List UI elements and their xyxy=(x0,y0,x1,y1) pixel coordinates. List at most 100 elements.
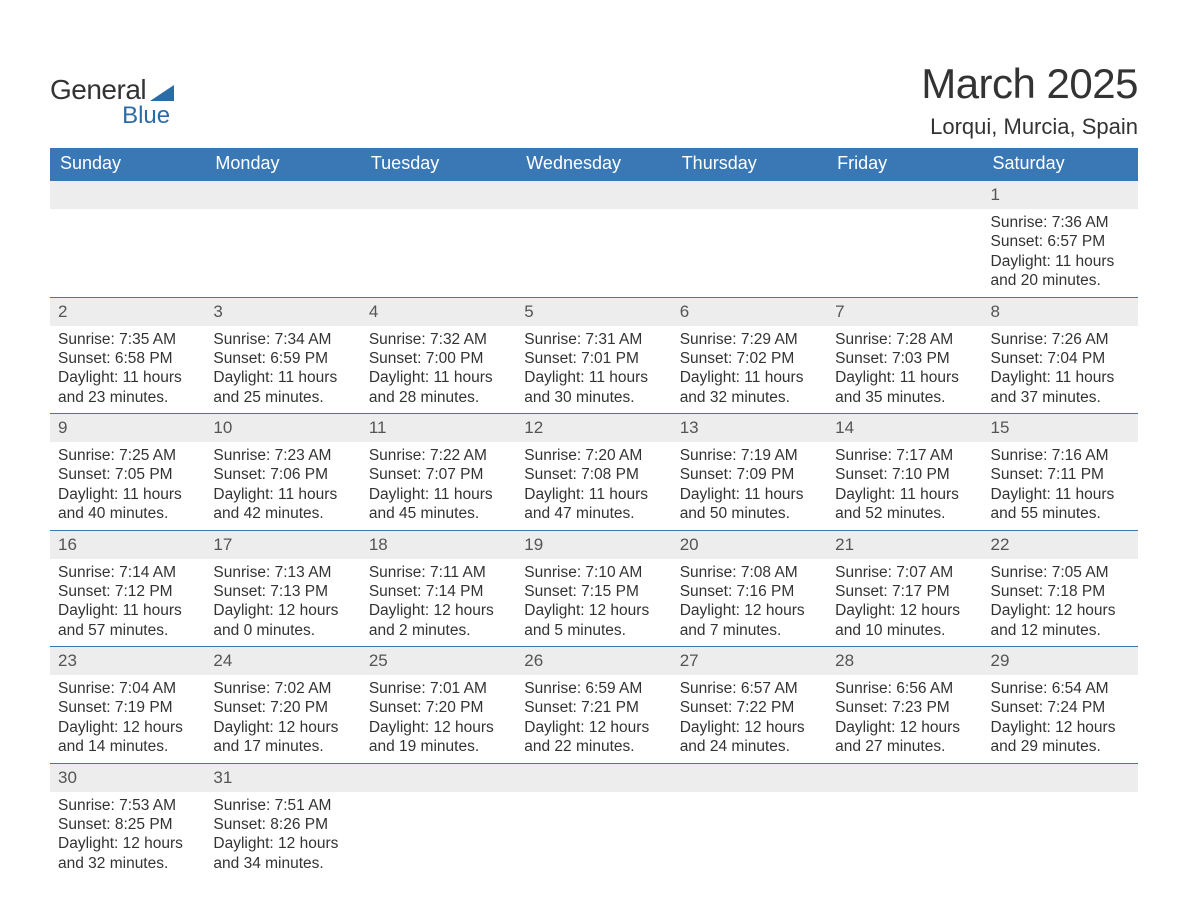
day-number-cell: 29 xyxy=(983,647,1138,676)
col-sunday: Sunday xyxy=(50,148,205,181)
day-details-cell: Sunrise: 7:01 AMSunset: 7:20 PMDaylight:… xyxy=(361,675,516,763)
day-daylight1: Daylight: 11 hours xyxy=(58,368,197,387)
day-sunset: Sunset: 7:01 PM xyxy=(524,349,663,368)
day-number: 17 xyxy=(213,535,232,554)
day-details-cell: Sunrise: 7:35 AMSunset: 6:58 PMDaylight:… xyxy=(50,326,205,414)
day-daylight2: and 50 minutes. xyxy=(680,504,819,523)
day-sunrise: Sunrise: 7:17 AM xyxy=(835,446,974,465)
day-number-cell: 20 xyxy=(672,530,827,559)
day-sunset: Sunset: 7:12 PM xyxy=(58,582,197,601)
day-daylight2: and 40 minutes. xyxy=(58,504,197,523)
day-sunrise: Sunrise: 6:59 AM xyxy=(524,679,663,698)
week-details-row: Sunrise: 7:36 AMSunset: 6:57 PMDaylight:… xyxy=(50,209,1138,297)
week-daynum-row: 23242526272829 xyxy=(50,647,1138,676)
day-number-cell: 5 xyxy=(516,297,671,326)
day-number: 26 xyxy=(524,651,543,670)
day-sunrise: Sunrise: 7:08 AM xyxy=(680,563,819,582)
day-number: 15 xyxy=(991,418,1010,437)
day-daylight1: Daylight: 11 hours xyxy=(991,485,1130,504)
day-number: 12 xyxy=(524,418,543,437)
day-details-cell: Sunrise: 7:04 AMSunset: 7:19 PMDaylight:… xyxy=(50,675,205,763)
day-number: 20 xyxy=(680,535,699,554)
day-number-cell: 19 xyxy=(516,530,671,559)
day-number: 18 xyxy=(369,535,388,554)
day-daylight1: Daylight: 12 hours xyxy=(213,601,352,620)
day-number-cell xyxy=(50,181,205,210)
day-daylight2: and 12 minutes. xyxy=(991,621,1130,640)
col-tuesday: Tuesday xyxy=(361,148,516,181)
day-daylight1: Daylight: 12 hours xyxy=(835,601,974,620)
day-number: 24 xyxy=(213,651,232,670)
day-daylight2: and 20 minutes. xyxy=(991,271,1130,290)
day-daylight1: Daylight: 11 hours xyxy=(524,368,663,387)
day-daylight1: Daylight: 11 hours xyxy=(58,485,197,504)
day-sunset: Sunset: 7:22 PM xyxy=(680,698,819,717)
day-number-cell: 25 xyxy=(361,647,516,676)
day-sunset: Sunset: 8:26 PM xyxy=(213,815,352,834)
day-sunset: Sunset: 7:15 PM xyxy=(524,582,663,601)
day-details-cell: Sunrise: 7:05 AMSunset: 7:18 PMDaylight:… xyxy=(983,559,1138,647)
day-daylight1: Daylight: 12 hours xyxy=(213,718,352,737)
day-sunset: Sunset: 7:03 PM xyxy=(835,349,974,368)
day-details-cell: Sunrise: 7:26 AMSunset: 7:04 PMDaylight:… xyxy=(983,326,1138,414)
day-daylight1: Daylight: 12 hours xyxy=(524,718,663,737)
day-sunset: Sunset: 7:13 PM xyxy=(213,582,352,601)
week-daynum-row: 1 xyxy=(50,181,1138,210)
day-number-cell: 22 xyxy=(983,530,1138,559)
day-sunrise: Sunrise: 6:54 AM xyxy=(991,679,1130,698)
day-number-cell xyxy=(827,763,982,792)
logo-text-blue: Blue xyxy=(122,102,170,130)
day-sunset: Sunset: 7:23 PM xyxy=(835,698,974,717)
day-number: 28 xyxy=(835,651,854,670)
day-daylight2: and 25 minutes. xyxy=(213,388,352,407)
day-sunrise: Sunrise: 7:02 AM xyxy=(213,679,352,698)
day-number-cell: 11 xyxy=(361,414,516,443)
day-number: 31 xyxy=(213,768,232,787)
day-number-cell: 26 xyxy=(516,647,671,676)
day-sunrise: Sunrise: 7:01 AM xyxy=(369,679,508,698)
day-number-cell: 18 xyxy=(361,530,516,559)
week-details-row: Sunrise: 7:04 AMSunset: 7:19 PMDaylight:… xyxy=(50,675,1138,763)
day-sunset: Sunset: 6:58 PM xyxy=(58,349,197,368)
calendar-body: 1Sunrise: 7:36 AMSunset: 6:57 PMDaylight… xyxy=(50,181,1138,880)
day-daylight2: and 14 minutes. xyxy=(58,737,197,756)
day-number-cell: 10 xyxy=(205,414,360,443)
day-details-cell: Sunrise: 6:56 AMSunset: 7:23 PMDaylight:… xyxy=(827,675,982,763)
day-number-cell xyxy=(361,181,516,210)
day-number-cell xyxy=(516,763,671,792)
day-daylight2: and 32 minutes. xyxy=(58,854,197,873)
day-number-cell: 23 xyxy=(50,647,205,676)
day-number: 4 xyxy=(369,302,378,321)
day-daylight2: and 57 minutes. xyxy=(58,621,197,640)
day-sunrise: Sunrise: 7:05 AM xyxy=(991,563,1130,582)
day-sunrise: Sunrise: 7:20 AM xyxy=(524,446,663,465)
day-daylight2: and 28 minutes. xyxy=(369,388,508,407)
week-daynum-row: 2345678 xyxy=(50,297,1138,326)
header: General Blue March 2025 Lorqui, Murcia, … xyxy=(50,50,1138,140)
day-sunrise: Sunrise: 7:10 AM xyxy=(524,563,663,582)
week-details-row: Sunrise: 7:35 AMSunset: 6:58 PMDaylight:… xyxy=(50,326,1138,414)
day-sunset: Sunset: 7:08 PM xyxy=(524,465,663,484)
day-daylight1: Daylight: 12 hours xyxy=(680,718,819,737)
day-sunset: Sunset: 7:06 PM xyxy=(213,465,352,484)
day-sunset: Sunset: 7:09 PM xyxy=(680,465,819,484)
day-number-cell: 9 xyxy=(50,414,205,443)
day-number: 21 xyxy=(835,535,854,554)
day-number: 10 xyxy=(213,418,232,437)
day-daylight2: and 55 minutes. xyxy=(991,504,1130,523)
day-details-cell: Sunrise: 7:08 AMSunset: 7:16 PMDaylight:… xyxy=(672,559,827,647)
day-details-cell xyxy=(672,792,827,880)
day-daylight2: and 52 minutes. xyxy=(835,504,974,523)
day-number-cell xyxy=(516,181,671,210)
day-sunrise: Sunrise: 7:28 AM xyxy=(835,330,974,349)
day-number-cell xyxy=(361,763,516,792)
day-daylight1: Daylight: 12 hours xyxy=(680,601,819,620)
day-details-cell: Sunrise: 7:23 AMSunset: 7:06 PMDaylight:… xyxy=(205,442,360,530)
day-daylight1: Daylight: 11 hours xyxy=(680,368,819,387)
day-daylight2: and 47 minutes. xyxy=(524,504,663,523)
week-daynum-row: 3031 xyxy=(50,763,1138,792)
day-sunrise: Sunrise: 7:29 AM xyxy=(680,330,819,349)
day-sunrise: Sunrise: 7:26 AM xyxy=(991,330,1130,349)
day-number-cell xyxy=(672,181,827,210)
day-daylight1: Daylight: 11 hours xyxy=(213,368,352,387)
